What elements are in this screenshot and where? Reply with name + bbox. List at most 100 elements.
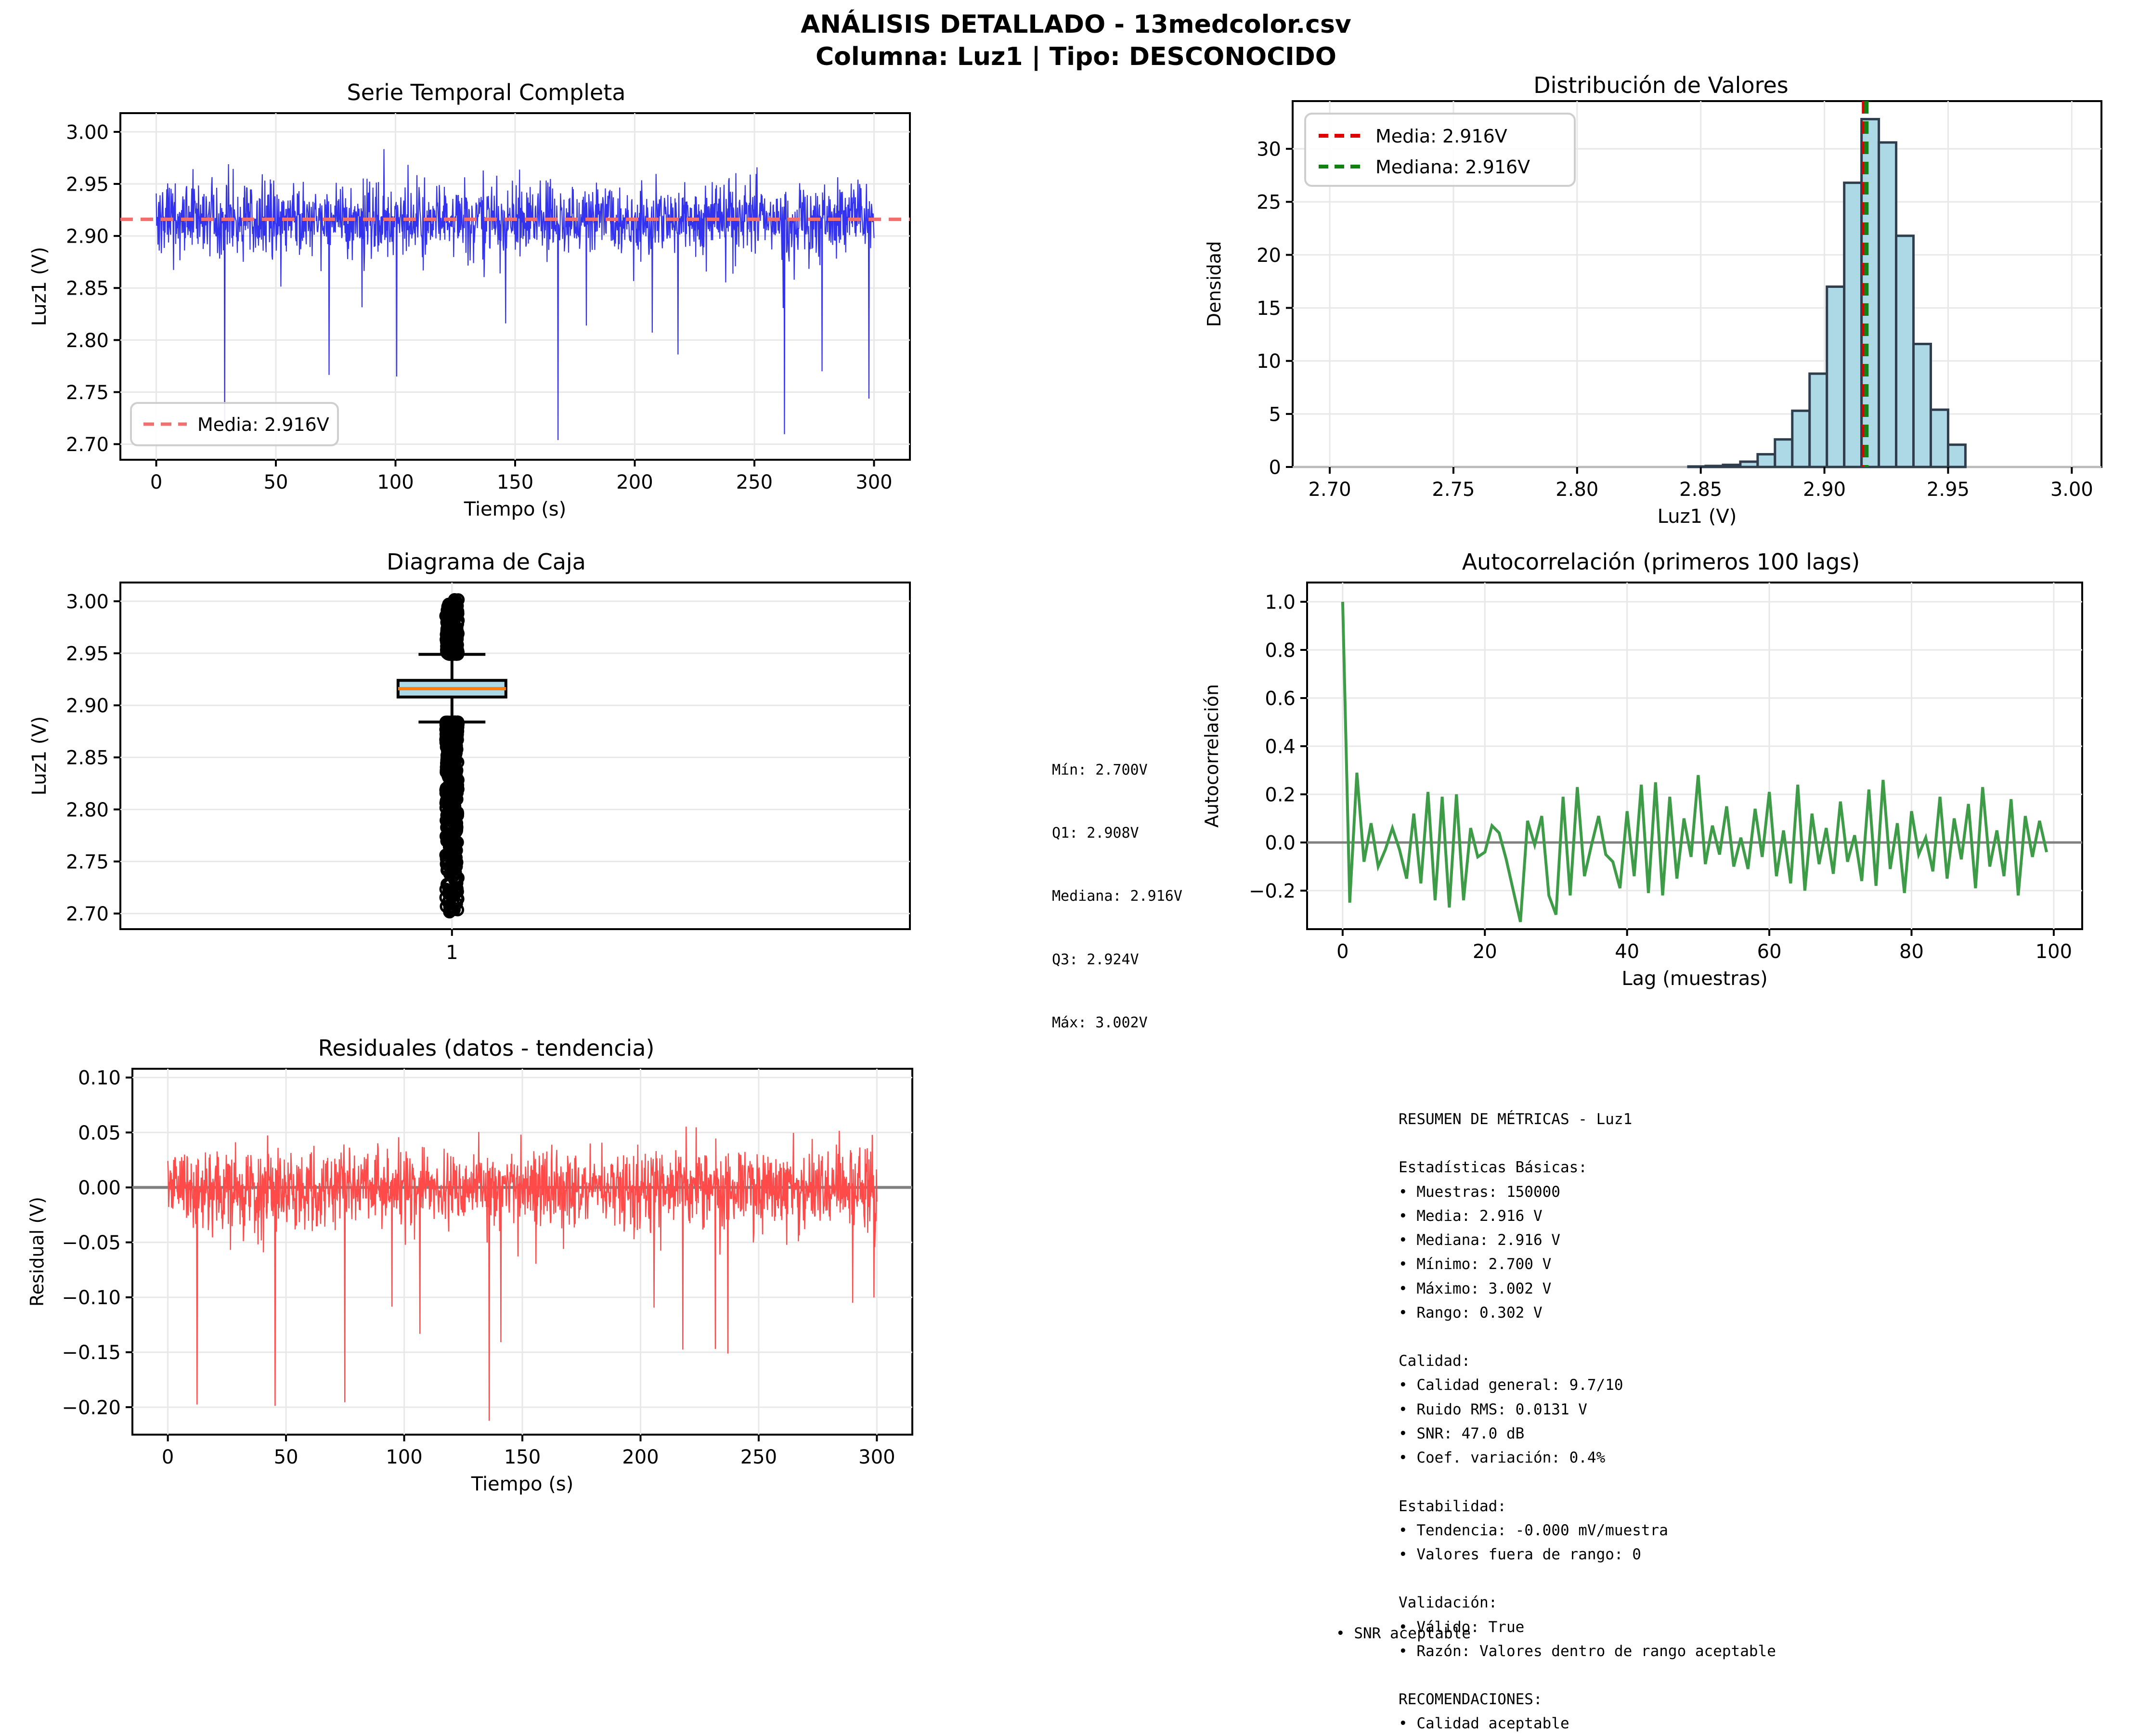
panel-distribucion: Distribución de Valores 2.70 2.75 2.80 2.85… bbox=[1189, 72, 2133, 534]
svg-text:2.75: 2.75 bbox=[66, 851, 109, 873]
box-stat-mediana: Mediana: 2.916V bbox=[1052, 888, 1182, 905]
svg-text:150: 150 bbox=[497, 471, 533, 493]
svg-text:Luz1 (V): Luz1 (V) bbox=[29, 247, 51, 326]
svg-text:250: 250 bbox=[736, 471, 773, 493]
svg-text:−0.10: −0.10 bbox=[62, 1287, 121, 1309]
svg-text:300: 300 bbox=[858, 1446, 895, 1468]
svg-text:20: 20 bbox=[1473, 941, 1497, 963]
svg-text:200: 200 bbox=[616, 471, 653, 493]
panel-serie-temporal: Serie Temporal Completa 0 50 100 150 200 250 3… bbox=[29, 79, 944, 532]
box-stat-q1: Q1: 2.908V bbox=[1052, 824, 1139, 842]
svg-text:3.00: 3.00 bbox=[2050, 479, 2093, 501]
svg-text:50: 50 bbox=[264, 471, 288, 493]
svg-text:2.75: 2.75 bbox=[1432, 479, 1475, 501]
svg-text:Media: 2.916V: Media: 2.916V bbox=[1375, 126, 1507, 147]
svg-text:−0.2: −0.2 bbox=[1249, 880, 1296, 902]
metrics-item: • Válido: True bbox=[1399, 1618, 1525, 1636]
svg-text:Luz1 (V): Luz1 (V) bbox=[1658, 505, 1737, 528]
metrics-item: • Calidad general: 9.7/10 bbox=[1399, 1376, 1623, 1394]
svg-text:2.90: 2.90 bbox=[66, 226, 109, 248]
svg-text:0.05: 0.05 bbox=[78, 1122, 121, 1144]
svg-text:3.00: 3.00 bbox=[66, 591, 109, 613]
svg-text:250: 250 bbox=[740, 1446, 777, 1468]
svg-text:0: 0 bbox=[150, 471, 162, 493]
metrics-item: • Mínimo: 2.700 V bbox=[1399, 1256, 1552, 1273]
serie-temporal-title: Serie Temporal Completa bbox=[347, 79, 626, 105]
metrics-item: • Valores fuera de rango: 0 bbox=[1399, 1545, 1641, 1563]
autocorrelacion-svg: 0 20 40 60 80 100 −0.2 0.0 0.2 0.4 0.6 0.8 1.0 Lag (m… bbox=[1201, 582, 2083, 990]
distribucion-title: Distribución de Valores bbox=[1533, 72, 1789, 98]
metrics-item: • Mediana: 2.916 V bbox=[1399, 1231, 1560, 1249]
suptitle-line-1: ANÁLISIS DETALLADO - 13medcolor.csv bbox=[801, 10, 1351, 39]
svg-text:40: 40 bbox=[1615, 941, 1639, 963]
metrics-item: • Máximo: 3.002 V bbox=[1399, 1280, 1552, 1297]
residuales-svg: 0 50 100 150 200 250 300 −0.20 −0.15 −0.10 −0.05 0.… bbox=[29, 1067, 913, 1495]
panel-autocorrelacion: Autocorrelación (primeros 100 lags) 0 20 4… bbox=[1189, 549, 2133, 1030]
serie-temporal-svg: 0 50 100 150 200 250 300 2.70 2.75 2.80 2.85 2.90 2.… bbox=[29, 112, 911, 520]
metrics-spacer bbox=[1399, 1131, 1776, 1155]
svg-text:25: 25 bbox=[1257, 192, 1281, 214]
metrics-item: • Coef. variación: 0.4% bbox=[1399, 1449, 1606, 1467]
metrics-spacer bbox=[1399, 1325, 1776, 1349]
svg-text:Residual (V): Residual (V) bbox=[29, 1197, 48, 1307]
svg-text:Densidad: Densidad bbox=[1204, 241, 1225, 327]
svg-text:0: 0 bbox=[1336, 941, 1348, 963]
svg-text:Lag (muestras): Lag (muestras) bbox=[1621, 968, 1767, 990]
svg-text:0.10: 0.10 bbox=[78, 1067, 121, 1089]
svg-text:0.8: 0.8 bbox=[1265, 639, 1296, 661]
svg-text:5: 5 bbox=[1269, 403, 1281, 426]
box-stat-max: Máx: 3.002V bbox=[1052, 1014, 1148, 1032]
metrics-spacer bbox=[1399, 1567, 1776, 1591]
svg-text:0.4: 0.4 bbox=[1265, 736, 1296, 758]
metrics-item: • Calidad aceptable bbox=[1399, 1715, 1569, 1733]
svg-text:15: 15 bbox=[1257, 298, 1281, 320]
metrics-item: • Tendencia: -0.000 mV/muestra bbox=[1399, 1521, 1668, 1539]
svg-text:10: 10 bbox=[1257, 350, 1281, 373]
svg-text:100: 100 bbox=[386, 1446, 422, 1468]
svg-text:Media: 2.916V: Media: 2.916V bbox=[197, 414, 329, 435]
svg-text:50: 50 bbox=[274, 1446, 298, 1468]
svg-text:−0.20: −0.20 bbox=[62, 1397, 121, 1419]
box-stat-min: Mín: 2.700V bbox=[1052, 761, 1148, 778]
svg-text:2.70: 2.70 bbox=[1309, 479, 1351, 501]
residuales-title: Residuales (datos - tendencia) bbox=[318, 1035, 655, 1061]
panel-residuales: Residuales (datos - tendencia) 0 50 100 150… bbox=[29, 1035, 944, 1516]
svg-text:100: 100 bbox=[377, 471, 414, 493]
svg-text:2.70: 2.70 bbox=[66, 903, 109, 925]
svg-text:0.0: 0.0 bbox=[1265, 832, 1296, 854]
svg-text:3.00: 3.00 bbox=[66, 121, 109, 143]
svg-text:300: 300 bbox=[856, 471, 892, 493]
metrics-section-heading: Estadísticas Básicas: bbox=[1399, 1159, 1587, 1177]
suptitle-line-2: Columna: Luz1 | Tipo: DESCONOCIDO bbox=[816, 42, 1336, 71]
metrics-item: • Muestras: 150000 bbox=[1399, 1183, 1560, 1201]
svg-text:−0.15: −0.15 bbox=[62, 1342, 121, 1364]
metrics-section-heading: Calidad: bbox=[1399, 1352, 1471, 1370]
metrics-item: • Rango: 0.302 V bbox=[1399, 1304, 1543, 1321]
svg-text:150: 150 bbox=[504, 1446, 541, 1468]
svg-text:2.95: 2.95 bbox=[1927, 479, 1970, 501]
svg-text:0.00: 0.00 bbox=[78, 1177, 121, 1199]
svg-text:Tiempo (s): Tiempo (s) bbox=[464, 498, 567, 520]
svg-text:Tiempo (s): Tiempo (s) bbox=[471, 1473, 574, 1495]
svg-text:20: 20 bbox=[1257, 245, 1281, 267]
svg-text:2.85: 2.85 bbox=[1679, 479, 1722, 501]
metrics-item: • Razón: Valores dentro de rango aceptab… bbox=[1399, 1642, 1776, 1660]
metrics-item: • Media: 2.916 V bbox=[1399, 1207, 1543, 1225]
svg-text:0.6: 0.6 bbox=[1265, 687, 1296, 710]
svg-text:1.0: 1.0 bbox=[1265, 591, 1296, 613]
panel-diagrama-caja: Diagrama de Caja 1 2.70 2.75 2.80 2.85 2.90 2.… bbox=[29, 549, 944, 1011]
svg-text:2.95: 2.95 bbox=[66, 643, 109, 665]
svg-text:2.70: 2.70 bbox=[66, 434, 109, 456]
svg-text:100: 100 bbox=[2035, 941, 2072, 963]
box-stat-q3: Q3: 2.924V bbox=[1052, 951, 1139, 968]
metrics-section-heading: Validación: bbox=[1399, 1594, 1498, 1612]
svg-text:2.85: 2.85 bbox=[66, 278, 109, 300]
distribucion-svg: 2.70 2.75 2.80 2.85 2.90 2.95 3.00 0 5 10 15 20 25 30… bbox=[1204, 100, 2102, 528]
svg-text:0.2: 0.2 bbox=[1265, 784, 1296, 806]
metrics-section-heading: Estabilidad: bbox=[1399, 1497, 1506, 1515]
svg-text:2.95: 2.95 bbox=[66, 173, 109, 195]
svg-text:Mediana: 2.916V: Mediana: 2.916V bbox=[1375, 156, 1530, 178]
figure-suptitle: ANÁLISIS DETALLADO - 13medcolor.csv Colu… bbox=[0, 9, 2152, 73]
metrics-header: RESUMEN DE MÉTRICAS - Luz1 bbox=[1399, 1111, 1633, 1128]
svg-text:2.85: 2.85 bbox=[66, 747, 109, 769]
